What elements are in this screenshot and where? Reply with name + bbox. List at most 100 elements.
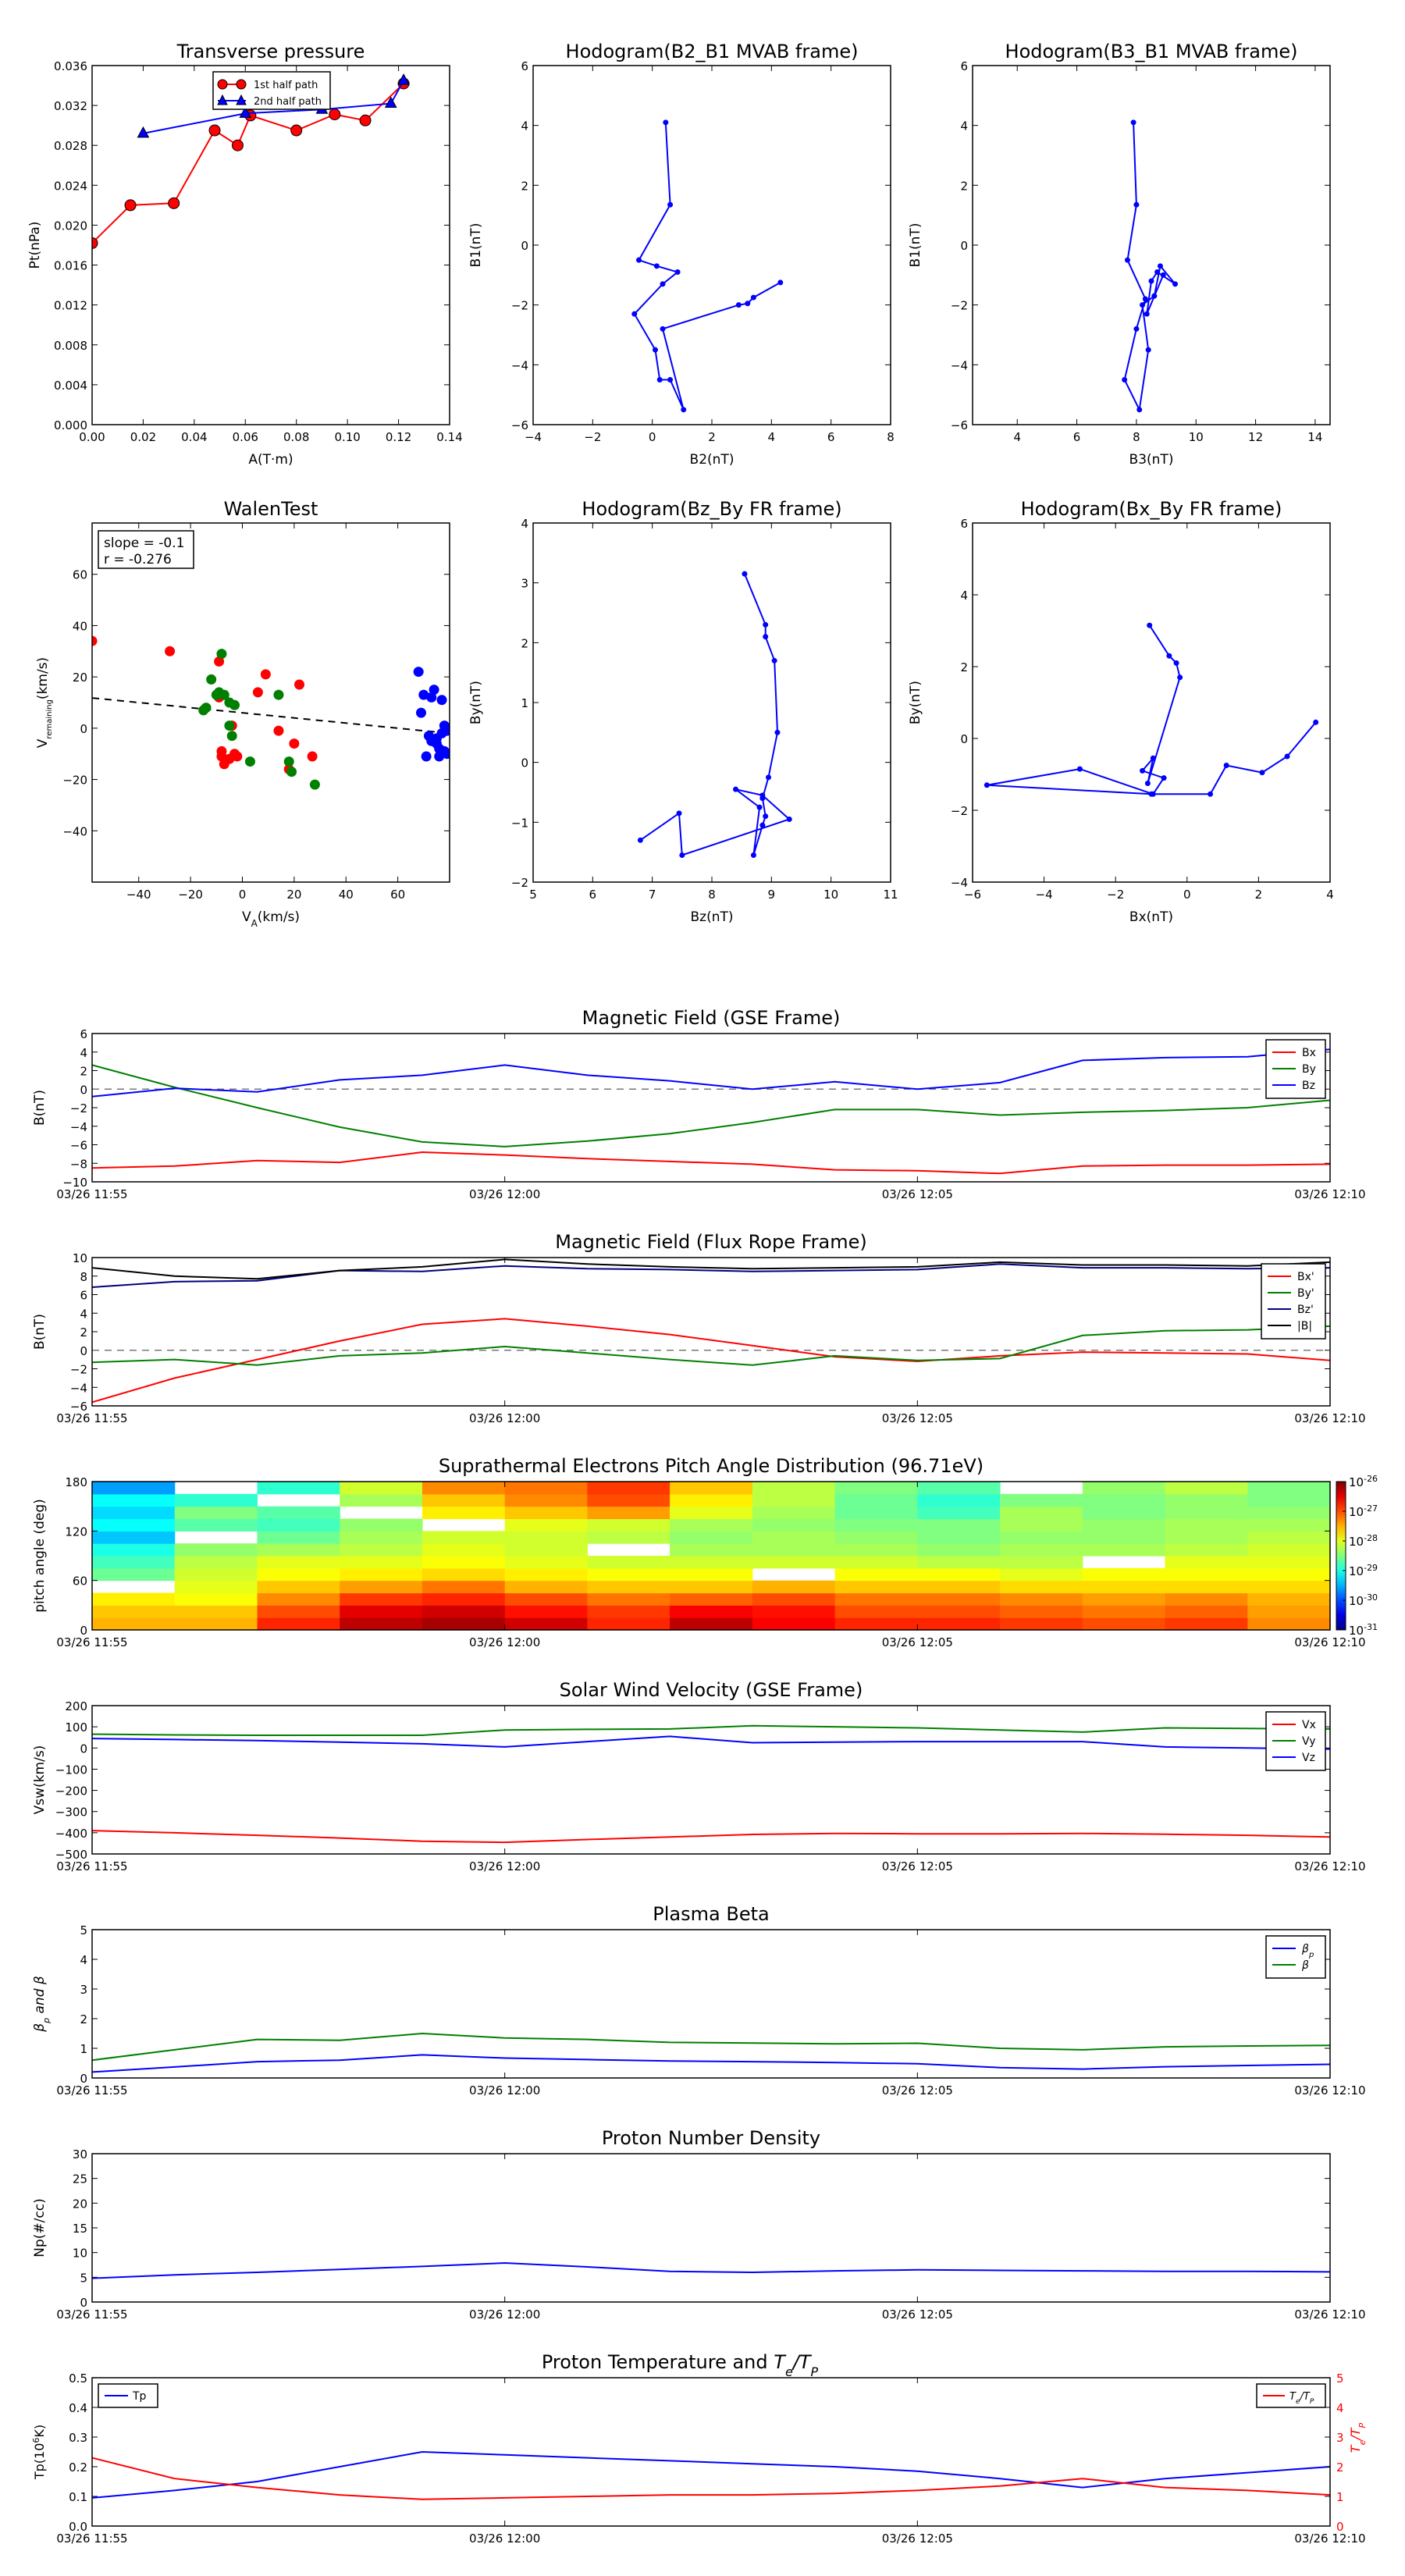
x-tick-label: 8 [1133,430,1140,444]
heatmap-cell [1165,1617,1248,1631]
heatmap-cell [422,1580,506,1594]
legend: 1st half path 2nd half path [212,71,331,110]
y-tick-label: 0.032 [54,99,87,113]
series-line [92,1048,1330,1098]
heatmap-cell [257,1592,340,1606]
x-tick-label: −6 [964,888,981,902]
legend-box [1261,1263,1326,1340]
series-line [92,1064,1330,1147]
scatter-point [224,720,235,731]
heatmap-cell [834,1567,918,1582]
x-tick-label: 10 [823,888,838,902]
x-tick-label: 0.06 [233,430,258,444]
x-tick-label: 2 [1255,888,1263,902]
y-tick-label: −4 [951,358,968,372]
time-tick-label: 03/26 12:10 [1294,1187,1365,1201]
x-tick-label: 0.04 [181,430,207,444]
legend-box [212,71,331,110]
y-tick-label: 120 [65,1525,87,1539]
heatmap-cell [422,1592,506,1606]
time-tick-label: 03/26 12:00 [469,1635,540,1649]
legend-right: Te/TP [1256,2383,1326,2408]
y-tick-label: −8 [70,1157,87,1171]
legend-label-part: e [1296,2398,1300,2406]
scatter-point [216,649,227,660]
legend-label: |B| [1297,1320,1312,1332]
data-marker [1154,269,1161,275]
heatmap-cell [257,1531,340,1544]
heatmap-cell [1247,1506,1331,1520]
data-marker [1076,766,1083,772]
y-tick-label: 2 [960,179,968,193]
time-tick-label: 03/26 11:55 [56,1411,127,1425]
x-axis-label: Bx(nT) [1129,909,1173,925]
y-tick-label: −6 [70,1400,87,1414]
time-tick-label: 03/26 12:05 [882,2307,953,2322]
heatmap-cell [174,1493,258,1507]
y-tick-label: −500 [55,1848,87,1862]
legend-box [1265,1935,1326,1979]
x-tick-label: 20 [286,888,301,902]
heatmap-cell [174,1567,258,1582]
heatmap-cell [587,1605,670,1618]
heatmap-cell [92,1567,176,1582]
heatmap-cell [587,1567,670,1582]
heatmap-cell [340,1605,423,1618]
y-tick-label: 2 [521,636,528,650]
x-axis-label: B2(nT) [690,452,735,468]
y-axis-label-subscript: p [41,2018,52,2024]
y-tick-label: 8 [80,1270,87,1284]
y-tick-label: 20 [73,671,87,685]
time-tick-label: 03/26 12:00 [469,2532,540,2546]
plot-area [631,119,784,413]
heatmap-cell [1000,1531,1083,1544]
plot-frame [91,65,450,425]
colorbar: 10-26 10-27 10-28 10-29 10-30 10-31 [1336,1474,1378,1638]
heatmap-cell [670,1482,753,1495]
heatmap-cell [670,1506,753,1520]
heatmap-cell [1000,1518,1083,1532]
data-marker [774,729,781,735]
y-tick-label: 20 [73,2197,87,2211]
heatmap-cell [670,1543,753,1557]
heatmap-cell [1165,1556,1248,1569]
legend-label: By [1302,1063,1316,1076]
data-marker [667,377,674,382]
chart-title: Proton Number Density [602,2127,820,2149]
x-tick-label: 11 [883,888,898,902]
legend-label: 1st half path [254,80,318,91]
data-marker [681,407,687,413]
heatmap-cell [340,1617,423,1631]
y-tick-label: 0.028 [54,139,87,153]
x-tick-label: 5 [529,888,537,902]
y-tick-label: 0 [521,239,528,253]
heatmap-cell [1165,1518,1248,1532]
heatmap-cell [917,1543,1001,1557]
heatmap-cell [670,1556,753,1569]
heatmap-cell [834,1580,918,1594]
heatmap-cell [1165,1482,1248,1495]
heatmap-cell [504,1518,588,1532]
plot-area [92,635,450,790]
data-marker [674,269,681,275]
data-marker [1208,791,1214,797]
heatmap-cell [917,1518,1001,1532]
x-tick-label: 0 [239,888,247,902]
time-tick-label: 03/26 12:10 [1294,2307,1365,2322]
chart-title: Hodogram(B3_B1 MVAB frame) [1005,41,1298,62]
y-tick-label: 0.036 [54,59,87,73]
heatmap-cell [1247,1493,1331,1507]
scatter-point [309,779,320,790]
colorbar-tick-label: 10-26 [1349,1474,1378,1490]
chart-title: Transverse pressure [176,41,365,62]
y-tick-label: −300 [55,1806,87,1820]
y-tick-label: −6 [511,418,528,432]
y-axis-label: By(nT) [908,681,923,724]
data-marker [742,571,748,577]
heatmap-cell [1082,1531,1166,1544]
right-axis-label-part: /T [1348,2427,1363,2441]
scatter-point [244,756,255,767]
heatmap-cell [257,1518,340,1532]
heatmap-cell [174,1506,258,1520]
heatmap-cell [1165,1493,1248,1507]
